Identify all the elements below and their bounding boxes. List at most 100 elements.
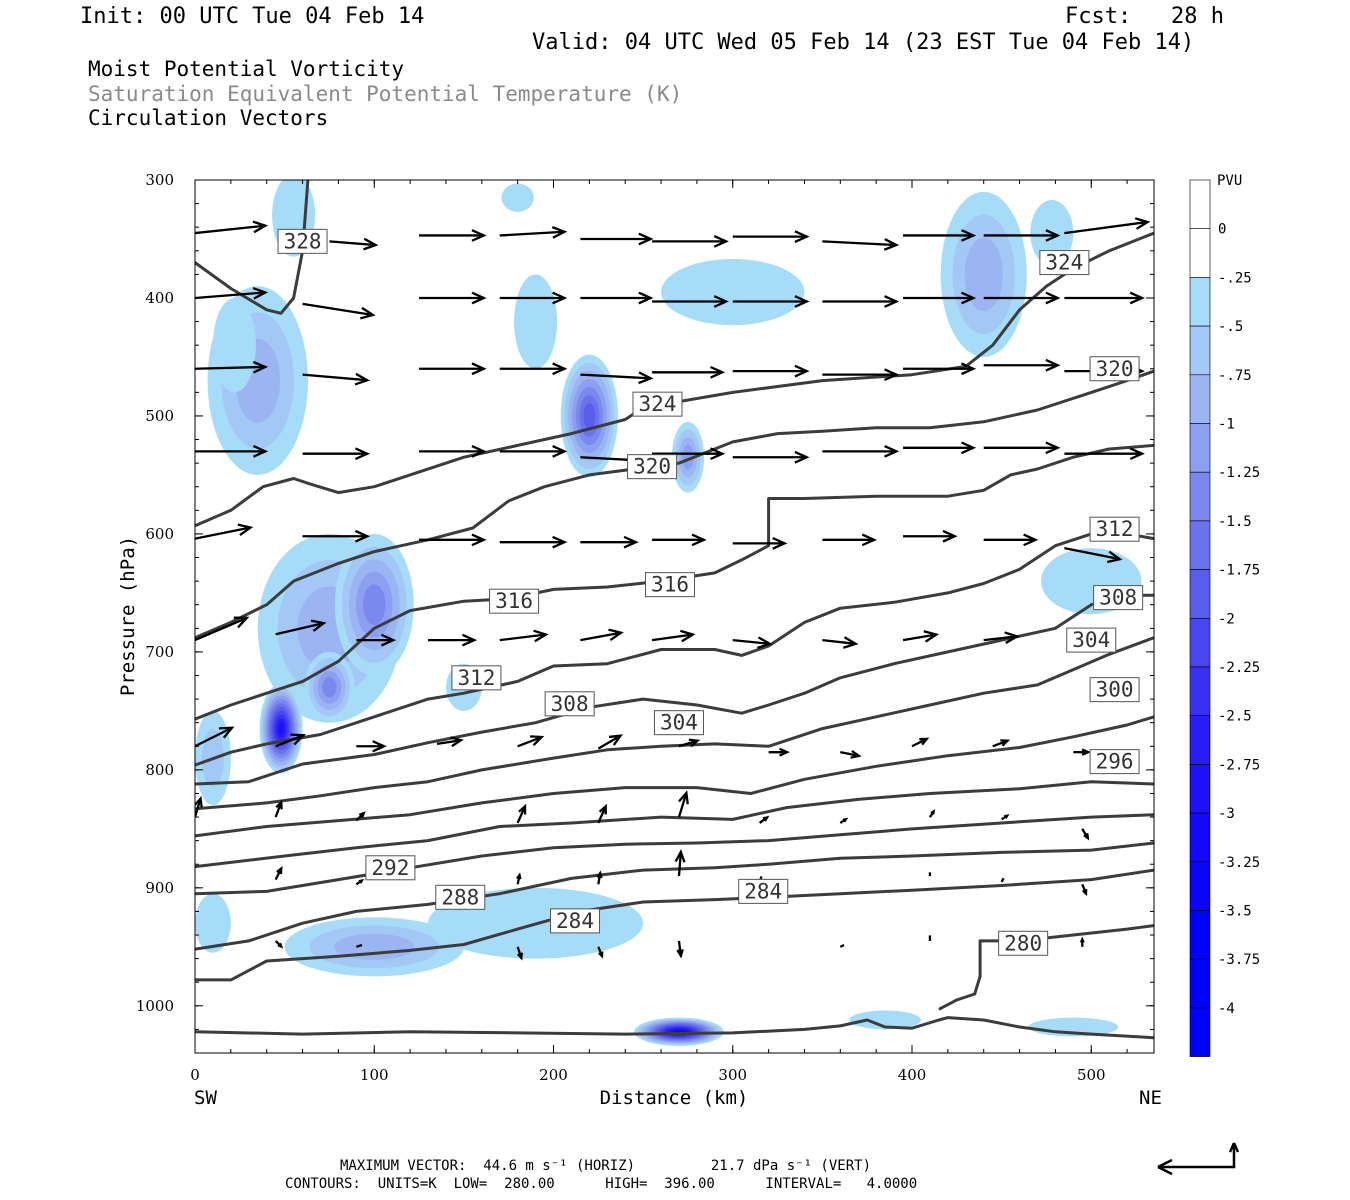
circulation-vector-49 xyxy=(302,529,371,543)
circulation-vector-44 xyxy=(903,441,977,455)
circulation-vector-64 xyxy=(580,628,624,642)
contour-label-15: 292 xyxy=(365,855,416,881)
pv-shade-3-0 xyxy=(501,183,534,212)
title-thetaes: Saturation Equivalent Potential Temperat… xyxy=(88,82,683,106)
x-tick-label-2: 200 xyxy=(539,1066,568,1084)
circulation-vector-91 xyxy=(1000,814,1010,821)
circulation-vector-24 xyxy=(195,360,269,374)
colorbar-box-7 xyxy=(1189,520,1211,570)
contour-label-17: 284 xyxy=(738,878,789,904)
contour-label-4: 320 xyxy=(627,454,678,480)
pv-shade-7-0 xyxy=(661,259,805,326)
colorbar-box-17 xyxy=(1189,1007,1211,1057)
contour-label-text-6: 316 xyxy=(651,573,689,597)
colorbar-label-9: -2.25 xyxy=(1218,660,1260,676)
circulation-vector-12 xyxy=(195,286,269,300)
contour-label-18: 284 xyxy=(550,908,601,934)
contour-label-11: 300 xyxy=(1089,677,1140,703)
contour-label-9: 304 xyxy=(1066,627,1117,653)
circulation-vector-43 xyxy=(822,444,900,458)
colorbar-label-12: -3 xyxy=(1218,806,1235,822)
pv-shade-21-0 xyxy=(849,1010,921,1030)
circulation-vector-90 xyxy=(928,809,936,818)
circulation-vector-86 xyxy=(597,803,607,824)
contour-line-292-10 xyxy=(195,813,1154,896)
contour-label-3: 324 xyxy=(632,391,683,417)
contour-line-288-11 xyxy=(195,841,1154,951)
colorbar-label-6: -1.5 xyxy=(1218,514,1252,530)
colorbar-label-11: -2.75 xyxy=(1218,757,1260,773)
circulation-vector-29 xyxy=(652,365,726,379)
circulation-vector-107 xyxy=(839,943,845,948)
colorbar-box-12 xyxy=(1189,764,1211,814)
contour-line-284-12 xyxy=(195,868,1154,982)
colorbar-box-2 xyxy=(1189,277,1211,327)
circulation-vector-69 xyxy=(983,631,1020,644)
pv-shade-13-10 xyxy=(278,722,285,735)
title-vectors: Circulation Vectors xyxy=(88,106,329,130)
contour-label-text-12: 308 xyxy=(551,692,589,716)
pv-shade-17-0 xyxy=(195,893,231,953)
contour-label-text-0: 328 xyxy=(284,229,322,253)
circulation-vector-22 xyxy=(1064,291,1145,305)
contour-label-14: 296 xyxy=(1089,749,1140,775)
x-tick-label-0: 0 xyxy=(190,1066,200,1084)
circulation-vector-2 xyxy=(419,229,487,242)
circulation-vector-85 xyxy=(516,803,527,824)
y-tick-label-0: 300 xyxy=(145,171,174,189)
circulation-vector-59 xyxy=(195,616,250,642)
circulation-vector-60 xyxy=(275,619,327,636)
circulation-vector-21 xyxy=(983,291,1061,305)
valid-time: Valid: 04 UTC Wed 05 Feb 14 (23 EST Tue … xyxy=(532,30,1195,55)
circulation-vector-68 xyxy=(902,630,940,643)
x-tick-label-5: 500 xyxy=(1077,1066,1106,1084)
circulation-vector-16 xyxy=(580,291,654,305)
contour-label-10: 312 xyxy=(451,665,502,691)
pv-shade-1-0 xyxy=(212,297,256,393)
circulation-vector-53 xyxy=(652,533,707,547)
colorbar-label-1: -.25 xyxy=(1218,270,1252,286)
contour-label-text-3: 324 xyxy=(639,392,677,416)
circulation-vector-28 xyxy=(580,371,654,385)
contour-line-308-6 xyxy=(195,593,1154,786)
colorbar-label-0: 0 xyxy=(1218,222,1226,238)
circulation-vector-75 xyxy=(597,734,623,750)
circulation-vector-39 xyxy=(499,444,568,458)
circulation-vector-33 xyxy=(983,358,1061,372)
colorbar-label-2: -.5 xyxy=(1218,319,1243,335)
contour-label-8: 308 xyxy=(1093,585,1144,611)
contour-info: CONTOURS: UNITS=K LOW= 280.00 HIGH= 396.… xyxy=(285,1176,918,1192)
circulation-vector-55 xyxy=(822,533,878,547)
contour-label-text-18: 284 xyxy=(556,909,594,933)
circulation-vector-45 xyxy=(983,441,1061,455)
contour-label-text-9: 304 xyxy=(1072,628,1110,652)
circulation-vector-109 xyxy=(1079,936,1085,947)
pv-shade-14-4 xyxy=(322,677,337,698)
circulation-vector-77 xyxy=(768,747,790,757)
x-axis-label: Distance (km) xyxy=(600,1087,749,1109)
colorbar-box-3 xyxy=(1189,325,1211,376)
contour-label-text-10: 312 xyxy=(457,666,495,690)
colorbar-label-5: -1.25 xyxy=(1218,465,1260,481)
contour-line-312-5 xyxy=(195,532,1154,767)
circulation-vector-78 xyxy=(840,750,862,759)
circulation-vector-13 xyxy=(302,302,376,320)
y-tick-label-5: 800 xyxy=(145,761,174,779)
contour-label-text-16: 288 xyxy=(441,885,479,909)
circulation-vector-92 xyxy=(1081,828,1090,841)
circulation-vector-76 xyxy=(678,738,701,748)
circulation-vector-58 xyxy=(1064,546,1123,564)
circulation-vector-79 xyxy=(911,737,930,748)
circulation-vector-88 xyxy=(758,815,770,824)
y-tick-label-6: 900 xyxy=(145,879,174,897)
contour-label-13: 304 xyxy=(653,710,704,736)
circulation-vector-50 xyxy=(419,533,487,547)
circulation-vector-7 xyxy=(822,238,900,251)
circulation-vector-89 xyxy=(839,817,849,824)
contour-label-text-19: 280 xyxy=(1004,931,1042,955)
circulation-vector-15 xyxy=(499,291,568,305)
contour-label-7: 316 xyxy=(489,588,540,614)
y-tick-label-4: 700 xyxy=(145,643,174,661)
contour-label-1: 324 xyxy=(1039,250,1090,276)
